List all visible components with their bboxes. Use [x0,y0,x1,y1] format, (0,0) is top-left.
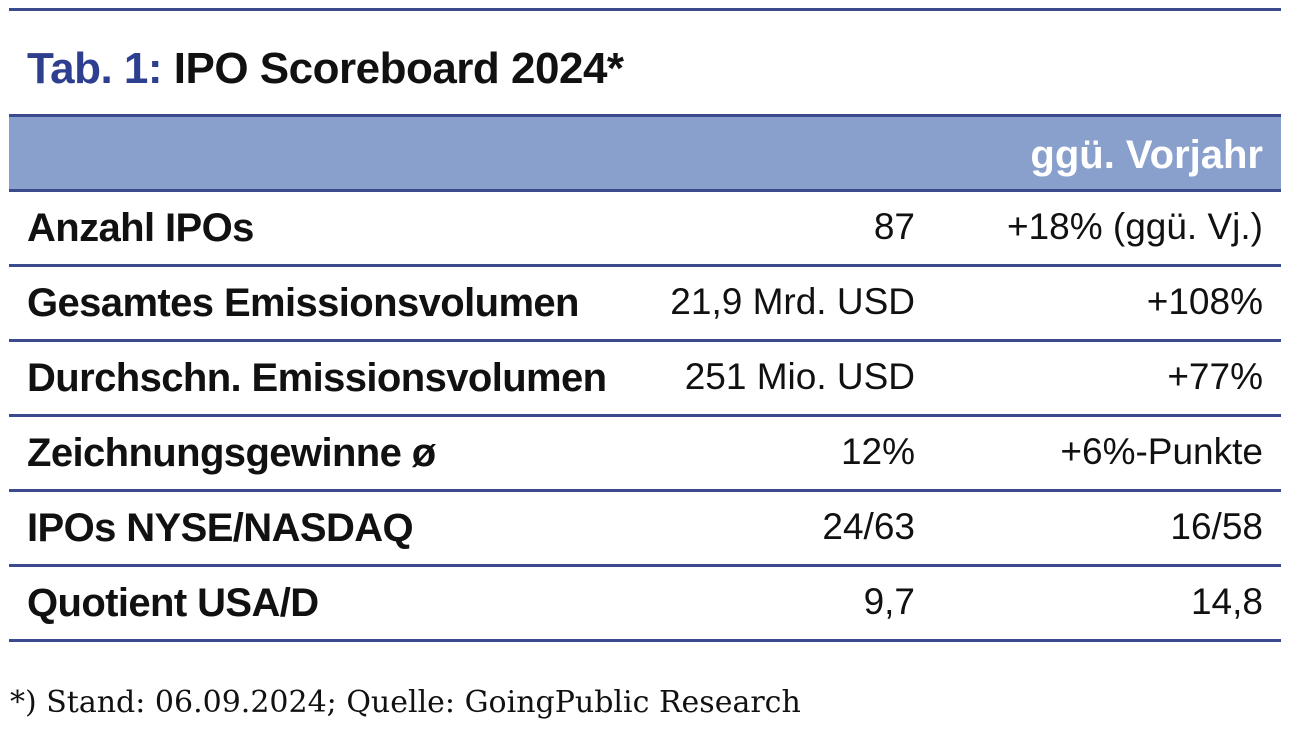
row-change: 14,8 [1190,581,1263,622]
table-row: Gesamtes Emissionsvolumen 21,9 Mrd. USD … [9,267,1281,342]
row-change: +108% [1146,281,1263,322]
footnote-source: *) Stand: 06.09.2024; Quelle: GoingPubli… [10,685,801,720]
table-title: Tab. 1: IPO Scoreboard 2024* [9,11,1281,114]
row-value: 9,7 [863,581,915,622]
table-row: Durchschn. Emissionsvolumen 251 Mio. USD… [9,342,1281,417]
table-row: Zeichnungsgewinne ø 12% +6%-Punkte [9,417,1281,492]
row-label: IPOs NYSE/NASDAQ [27,506,414,550]
table-row: Anzahl IPOs 87 +18% (ggü. Vj.) [9,192,1281,267]
row-label: Zeichnungsgewinne ø [27,431,436,475]
row-change: +18% (ggü. Vj.) [1006,206,1263,247]
row-label: Durchschn. Emissionsvolumen [27,356,607,400]
table-title-main: IPO Scoreboard 2024* [173,44,624,93]
table-row: Quotient USA/D 9,7 14,8 [9,567,1281,642]
table-title-prefix: Tab. 1: [27,44,163,93]
row-change: +77% [1167,356,1263,397]
column-header-comparison: ggü. Vorjahr [1030,133,1263,177]
row-label: Anzahl IPOs [27,206,254,250]
row-label: Quotient USA/D [27,581,319,625]
top-rule [9,8,1281,11]
table-header: ggü. Vorjahr [9,114,1281,192]
row-value: 12% [840,431,915,472]
row-value: 24/63 [822,506,915,547]
row-value: 21,9 Mrd. USD [670,281,915,322]
row-label: Gesamtes Emissionsvolumen [27,281,580,325]
ipo-scoreboard-table: Tab. 1: IPO Scoreboard 2024* ggü. Vorjah… [9,8,1281,642]
row-change: +6%-Punkte [1060,431,1263,472]
row-value: 87 [873,206,915,247]
table-row: IPOs NYSE/NASDAQ 24/63 16/58 [9,492,1281,567]
row-change: 16/58 [1170,506,1263,547]
row-value: 251 Mio. USD [684,356,915,397]
